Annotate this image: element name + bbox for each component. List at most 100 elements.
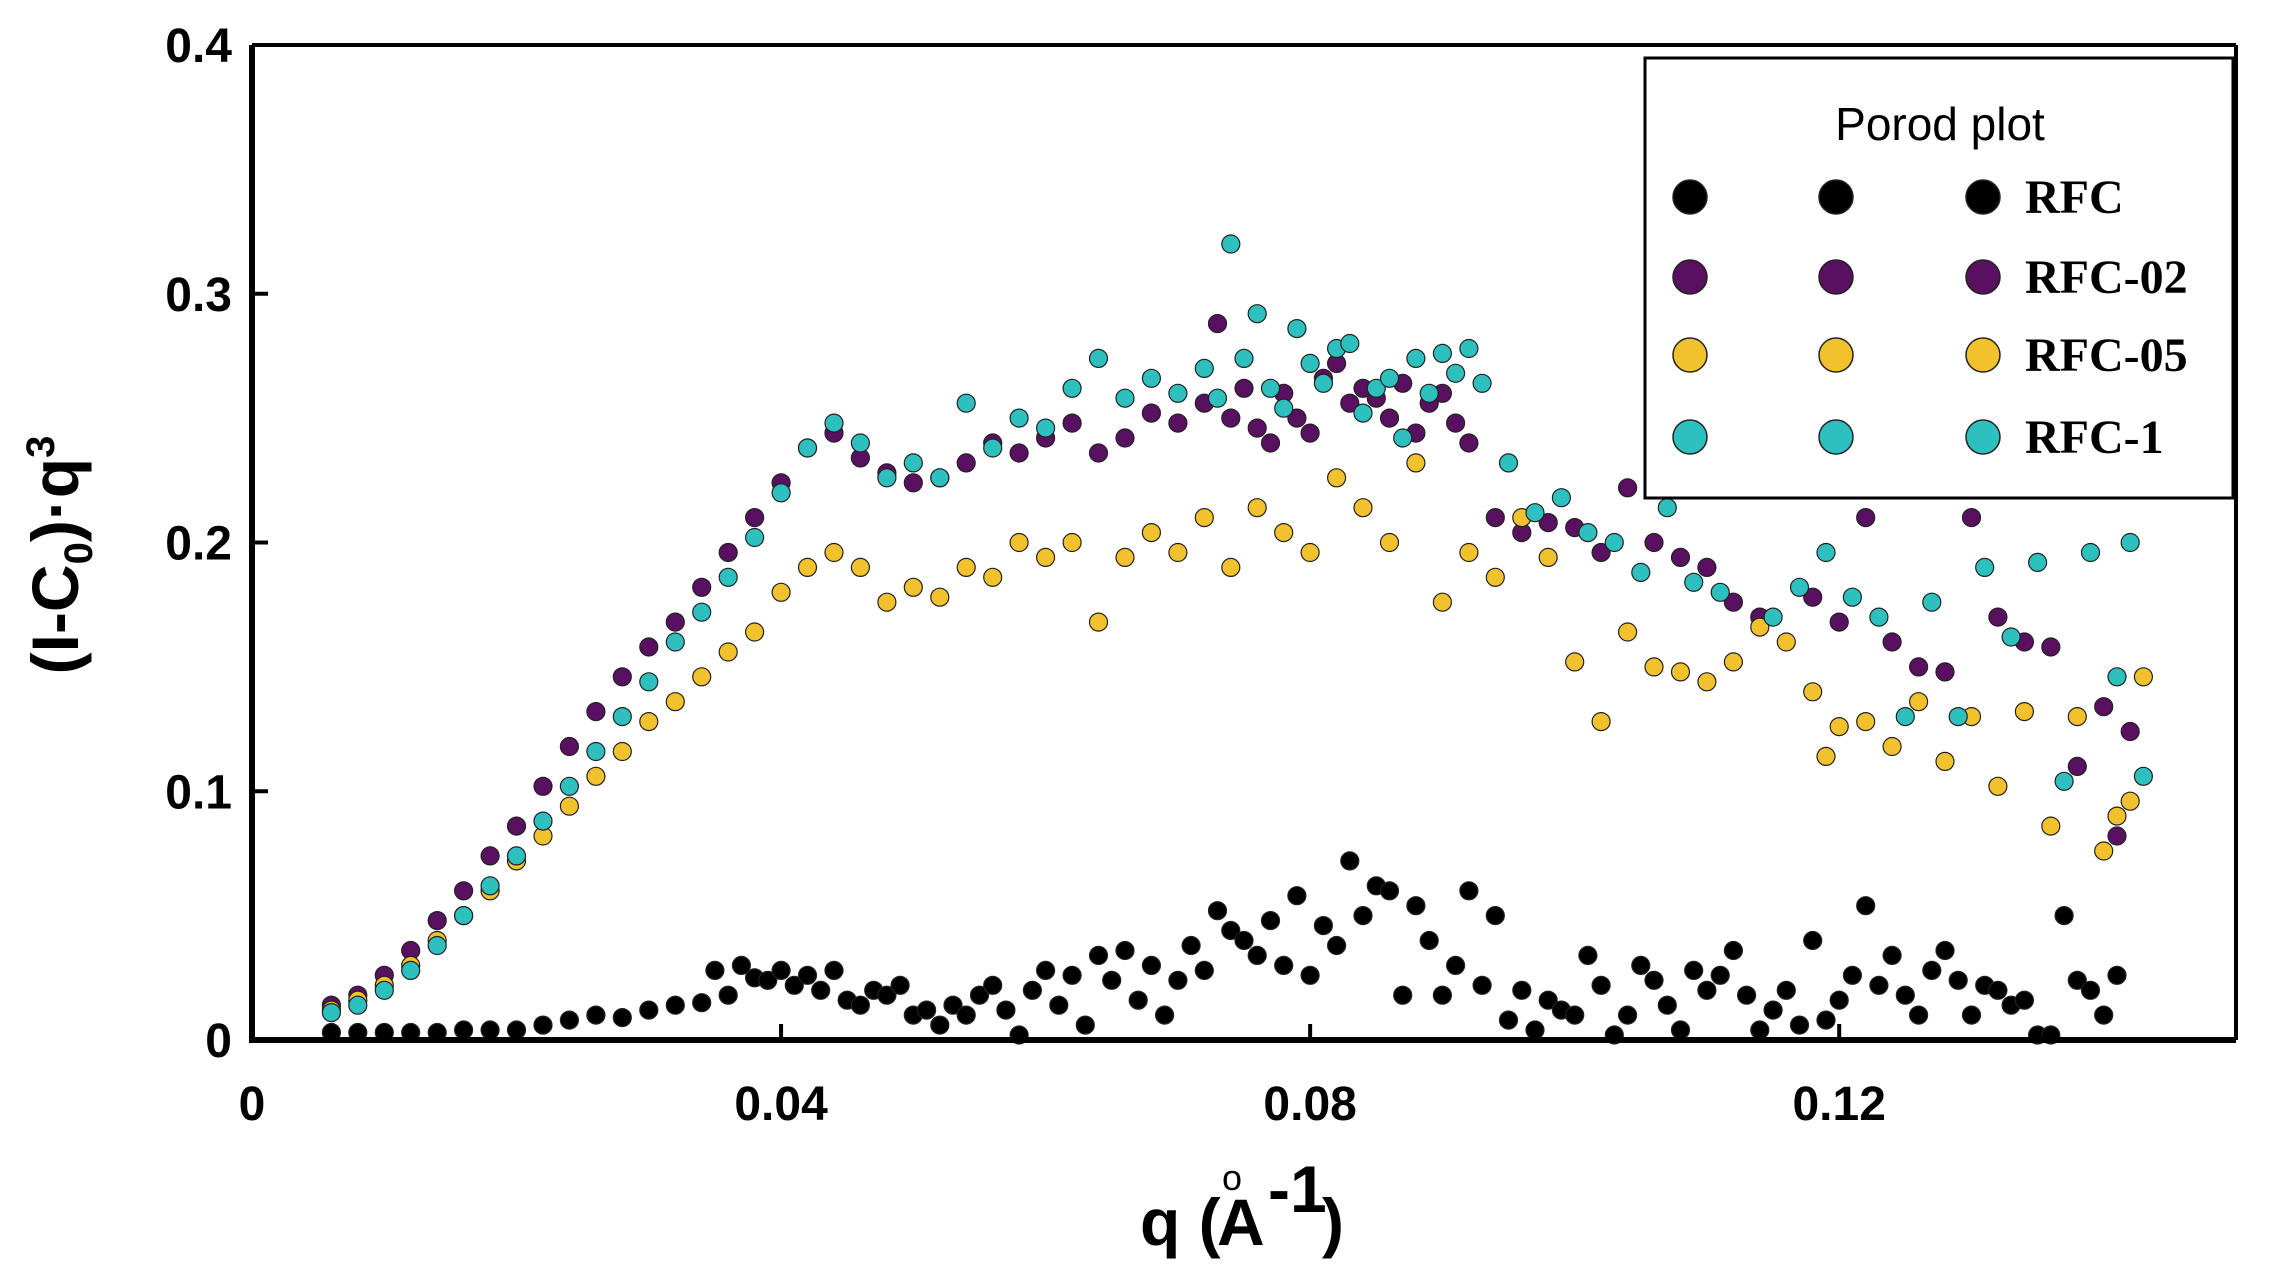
- data-point: [1472, 975, 1492, 995]
- data-point: [1340, 393, 1360, 413]
- data-point: [718, 542, 738, 563]
- data-point: [1657, 498, 1677, 518]
- data-point: [454, 1020, 474, 1040]
- data-point: [1842, 965, 1863, 985]
- data-point: [1895, 706, 1915, 727]
- data-point: [1234, 378, 1254, 398]
- data-point: [1221, 408, 1241, 428]
- data-point: [930, 587, 950, 607]
- data-point: [1763, 607, 1783, 627]
- data-point: [718, 985, 738, 1005]
- data-point: [1247, 418, 1267, 438]
- data-point: [850, 557, 871, 578]
- data-point: [744, 622, 765, 642]
- data-point: [930, 1015, 950, 1035]
- data-point: [1882, 945, 1902, 966]
- y-tick-label: 0: [205, 1015, 232, 1068]
- data-point: [1194, 507, 1214, 528]
- data-point: [1948, 970, 1968, 990]
- data-point: [1565, 1005, 1585, 1025]
- x-tick-label: 0: [239, 1078, 266, 1131]
- data-point: [2094, 841, 2114, 861]
- data-point: [1803, 930, 1823, 951]
- data-point: [1287, 408, 1307, 428]
- data-point: [1723, 940, 1744, 961]
- legend-marker: [1965, 419, 2001, 455]
- data-point: [1697, 557, 1717, 578]
- data-point: [1565, 652, 1585, 672]
- series-rfc: [321, 851, 2127, 1045]
- data-point: [692, 577, 712, 597]
- data-point: [1379, 368, 1400, 388]
- data-point: [1710, 582, 1730, 602]
- data-point: [1062, 413, 1082, 433]
- data-point: [2054, 905, 2074, 926]
- data-point: [1816, 746, 1836, 767]
- data-point: [665, 692, 685, 712]
- data-point: [1750, 617, 1770, 637]
- data-point: [1684, 572, 1704, 592]
- data-point: [2120, 791, 2140, 811]
- data-point: [1445, 413, 1466, 433]
- data-point: [480, 846, 500, 866]
- data-point: [506, 846, 527, 866]
- data-point: [1856, 896, 1876, 916]
- data-point: [1035, 418, 1056, 438]
- data-point: [1789, 577, 1810, 597]
- x-axis-title-ring: o: [1222, 1157, 1242, 1198]
- data-point: [2080, 980, 2101, 1000]
- data-point: [586, 741, 606, 762]
- data-point: [1247, 304, 1267, 324]
- data-point: [1406, 896, 1426, 916]
- data-point: [1829, 990, 1849, 1010]
- data-point: [586, 766, 606, 786]
- data-point: [1591, 975, 1611, 995]
- data-point: [1062, 965, 1082, 985]
- data-point: [890, 975, 910, 995]
- legend-row-rfc-1: RFC-1: [1672, 411, 2164, 464]
- data-point: [1670, 1020, 1691, 1040]
- data-point: [1776, 632, 1796, 652]
- data-point: [692, 667, 712, 687]
- y-axis-title-sup: 3: [19, 436, 63, 458]
- data-point: [2107, 826, 2127, 846]
- legend-marker: [1818, 259, 1854, 295]
- data-point: [916, 1000, 937, 1020]
- data-point: [454, 881, 474, 901]
- data-point: [1908, 657, 1929, 677]
- data-point: [1154, 1005, 1175, 1025]
- legend-marker: [1965, 337, 2001, 373]
- data-point: [559, 1010, 580, 1030]
- data-point: [1432, 985, 1453, 1005]
- data-point: [705, 960, 725, 981]
- data-point: [1617, 478, 1638, 498]
- data-point: [771, 582, 791, 602]
- data-point: [1935, 662, 1955, 682]
- data-point: [930, 468, 950, 488]
- data-point: [1723, 592, 1744, 612]
- data-point: [1207, 388, 1228, 408]
- data-point: [1088, 945, 1109, 966]
- data-point: [744, 507, 765, 528]
- data-point: [797, 557, 818, 578]
- data-point: [1274, 522, 1294, 543]
- data-point: [692, 993, 712, 1013]
- data-point: [1207, 314, 1228, 334]
- data-point: [1393, 985, 1413, 1005]
- data-point: [1035, 547, 1056, 568]
- y-tick-label: 0.1: [165, 766, 232, 819]
- legend-title: Porod plot: [1835, 98, 2045, 150]
- data-point: [2120, 721, 2140, 742]
- data-point: [1670, 547, 1691, 568]
- data-point: [1326, 468, 1347, 488]
- data-point: [1803, 682, 1823, 702]
- data-point: [784, 975, 804, 995]
- data-point: [956, 557, 976, 578]
- data-point: [1578, 945, 1598, 966]
- data-point: [1075, 1015, 1095, 1035]
- data-point: [1935, 751, 1955, 772]
- data-point: [1922, 592, 1942, 612]
- data-point: [1498, 453, 1519, 473]
- data-point: [1908, 1005, 1929, 1025]
- data-point: [731, 955, 752, 976]
